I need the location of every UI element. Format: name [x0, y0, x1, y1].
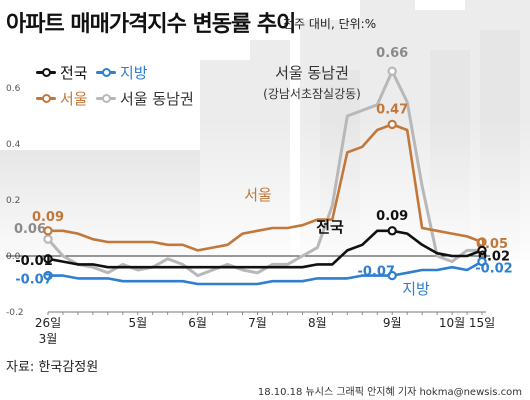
series-inline-sublabel-gn: (강남서초잠실강동)	[263, 87, 361, 101]
legend-item-seoul: 서울	[36, 88, 88, 109]
data-point-reg	[43, 270, 53, 281]
data-point-gn	[43, 234, 53, 244]
x-tick-sublabel: 3월	[39, 332, 58, 346]
unit-subtitle: 전주 대비, 단위:%	[283, 17, 377, 31]
data-point-reg	[477, 256, 487, 267]
legend-item-seoul-southeast: 서울 동남권	[96, 88, 194, 109]
series-line-nat	[46, 229, 484, 269]
data-point-reg	[387, 270, 397, 281]
x-tick-label: 9월	[383, 316, 402, 330]
x-tick-label: 15일	[469, 316, 495, 330]
y-tick-label: 0.4	[6, 140, 21, 150]
series-inline-label-seo: 서울	[244, 186, 272, 204]
legend-label-seoul: 서울	[60, 90, 88, 108]
legend-label-regional: 지방	[120, 64, 148, 82]
series-line-seo	[46, 123, 484, 252]
legend-item-regional: 지방	[96, 62, 148, 83]
x-tick-label: 8월	[308, 316, 327, 330]
data-point-nat	[477, 245, 487, 256]
legend-label-national: 전국	[60, 64, 88, 82]
x-tick-label: 5월	[128, 316, 147, 330]
credit-line: 18.10.18 뉴시스 그래픽 안지혜 기자 hokma@newsis.com	[257, 387, 522, 398]
data-label-gn: 0.06	[14, 222, 46, 237]
legend-item-national: 전국	[36, 62, 88, 83]
y-tick-label: -0.2	[6, 308, 24, 318]
series-inline-label-nat: 전국	[316, 218, 344, 236]
data-label-reg: -0.07	[15, 273, 52, 288]
data-label-nat: -0.01	[15, 254, 52, 269]
y-tick-label: 0.2	[6, 196, 20, 206]
x-tick-label: 26일	[35, 316, 61, 330]
legend-swatch-seoul-southeast	[96, 94, 116, 104]
series-line-reg	[46, 260, 484, 286]
data-label-reg: -0.07	[357, 265, 394, 280]
y-tick-label: 0.0	[6, 252, 21, 262]
series-line-gn	[46, 69, 484, 278]
legend-swatch-national	[36, 68, 56, 78]
data-point-nat	[387, 226, 397, 236]
legend-swatch-seoul	[36, 94, 56, 104]
x-tick-label: 6월	[188, 316, 207, 330]
data-label-gn: 0.66	[376, 46, 408, 61]
data-label-reg: -0.02	[475, 262, 512, 277]
data-point-nat	[43, 254, 53, 264]
data-label-nat: 0.09	[376, 209, 408, 224]
data-label-seo: 0.47	[376, 102, 408, 117]
source-note: 자료: 한국감정원	[6, 360, 99, 375]
legend-swatch-regional	[96, 68, 116, 78]
legend-label-seoul-southeast: 서울 동남권	[120, 90, 194, 108]
data-point-seo	[43, 226, 53, 236]
data-point-seo	[387, 119, 397, 130]
data-point-seo	[477, 237, 487, 247]
x-tick-label: 10월	[439, 316, 465, 330]
series-inline-label-reg: 지방	[402, 280, 430, 298]
x-tick-label: 7월	[248, 316, 267, 330]
data-label-seo: 0.09	[32, 210, 64, 225]
series-inline-label-gn: 서울 동남권	[275, 64, 349, 82]
page-title: 아파트 매매가격지수 변동률 추이	[6, 12, 296, 37]
data-point-gn	[387, 66, 397, 76]
y-tick-label: 0.6	[6, 84, 21, 94]
